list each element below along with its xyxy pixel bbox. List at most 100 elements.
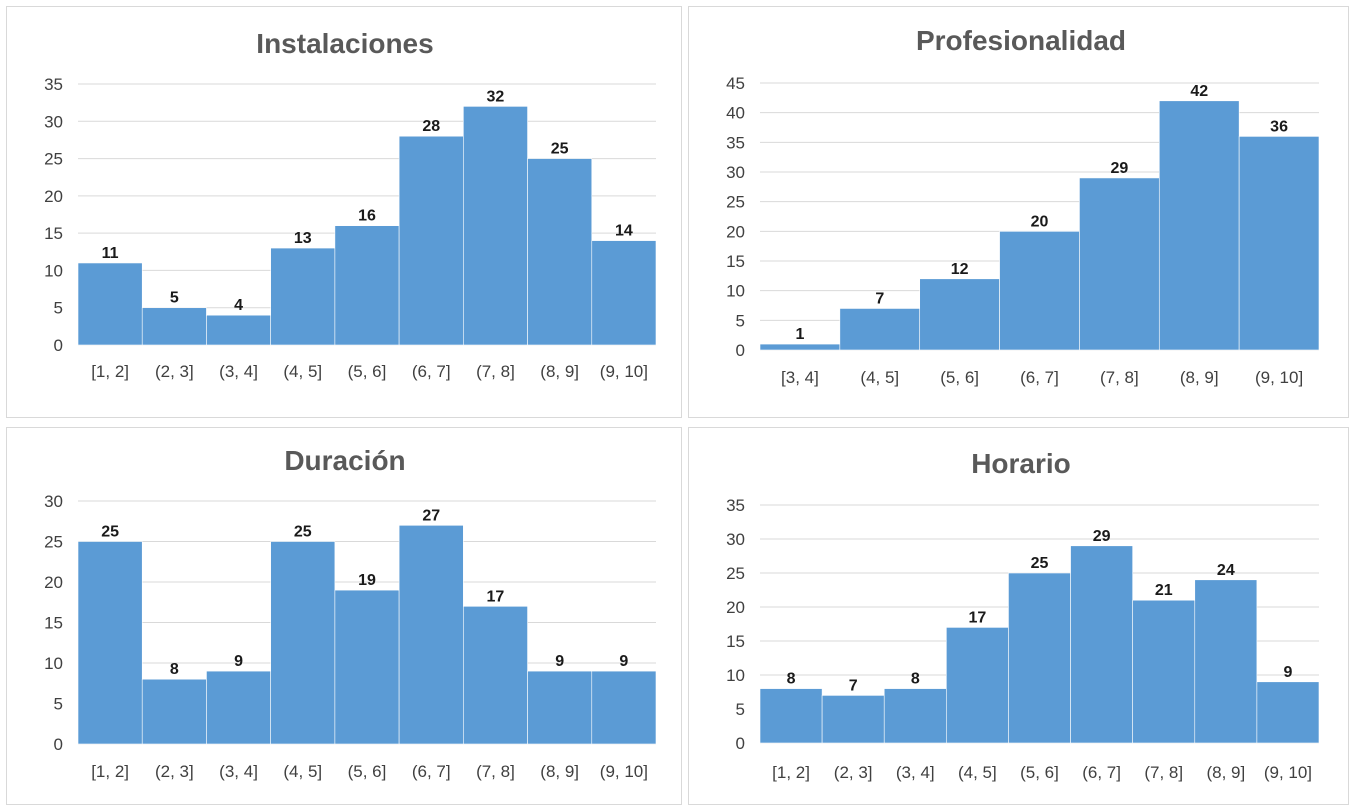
x-tick-label: (4, 5] (283, 762, 322, 781)
data-label: 29 (1110, 160, 1128, 177)
y-tick-label: 30 (726, 530, 745, 549)
y-tick-label: 35 (44, 75, 63, 94)
bar (1008, 572, 1071, 744)
bar (1079, 177, 1160, 351)
x-tick-label: (4, 5] (283, 362, 322, 381)
y-tick-label: 20 (44, 187, 63, 206)
y-tick-label: 15 (44, 614, 63, 633)
y-tick-label: 5 (736, 700, 745, 719)
bar (591, 670, 657, 745)
x-tick-label: (5, 6] (1020, 763, 1059, 782)
y-tick-label: 30 (44, 112, 63, 131)
data-label: 25 (294, 524, 312, 541)
y-tick-label: 0 (54, 735, 63, 754)
bar (206, 314, 271, 346)
data-label: 17 (968, 609, 986, 626)
data-label: 11 (102, 245, 119, 262)
bar (1158, 100, 1240, 351)
y-tick-label: 35 (726, 133, 745, 152)
data-label: 5 (170, 290, 179, 307)
chart-instalaciones: Instalaciones 0 5 10 15 20 25 30 35 11 [1, 2] 5 (2,… (44, 28, 657, 381)
chart-title: Instalaciones (256, 28, 433, 59)
y-tick-label: 20 (726, 222, 745, 241)
x-tick-label: (4, 5] (860, 368, 899, 387)
y-tick-label: 45 (726, 74, 745, 93)
x-tick-label: (3, 4] (219, 762, 258, 781)
data-label: 32 (487, 88, 505, 105)
x-tick-label: (2, 3] (155, 362, 194, 381)
x-tick-label: (3, 4] (219, 362, 258, 381)
data-label: 8 (170, 661, 179, 678)
x-tick-label: (8, 9] (1180, 368, 1219, 387)
bar (334, 225, 400, 346)
x-tick-label: [1, 2] (91, 362, 129, 381)
bar (1070, 545, 1133, 744)
bar (946, 627, 1009, 744)
bar (270, 541, 336, 745)
y-tick-label: 25 (44, 150, 63, 169)
data-label: 7 (875, 290, 884, 307)
x-tick-label: (5, 6] (348, 762, 387, 781)
data-label: 9 (619, 653, 628, 670)
data-label: 25 (101, 524, 119, 541)
y-tick-label: 15 (44, 224, 63, 243)
x-tick-label: (7, 8] (476, 362, 515, 381)
bar (270, 247, 336, 346)
chart-horario: Horario 0 5 10 15 20 25 30 35 8 [1, 2] 7 (2, 3] 8 (3,… (726, 448, 1320, 782)
data-label: 25 (551, 141, 569, 158)
y-tick-label: 20 (44, 573, 63, 592)
chart-title: Profesionalidad (916, 25, 1126, 56)
x-tick-label: (2, 3] (155, 762, 194, 781)
y-tick-label: 10 (726, 282, 745, 301)
data-label: 19 (358, 572, 376, 589)
bar (1194, 579, 1258, 744)
data-label: 14 (615, 223, 633, 240)
data-label: 17 (487, 588, 505, 605)
x-tick-label: (5, 6] (348, 362, 387, 381)
x-tick-label: (8, 9] (540, 362, 579, 381)
x-tick-label: [1, 2] (91, 762, 129, 781)
chart-panel-instalaciones: Instalaciones 0 5 10 15 20 25 30 35 11 [1, 2] 5 (2,… (6, 6, 682, 418)
x-tick-label: (7, 8] (476, 762, 515, 781)
chart-title: Horario (971, 448, 1071, 479)
y-tick-label: 20 (726, 598, 745, 617)
y-tick-label: 0 (736, 341, 745, 360)
y-tick-label: 15 (726, 632, 745, 651)
data-label: 27 (422, 507, 440, 524)
y-tick-label: 5 (736, 311, 745, 330)
bar (1256, 681, 1320, 744)
y-tick-label: 10 (726, 666, 745, 685)
chart-title: Duración (284, 445, 405, 476)
bar (1132, 599, 1196, 744)
x-tick-label: (4, 5] (958, 763, 997, 782)
chart-panel-profesionalidad: Profesionalidad 0 5 10 15 20 25 30 35 40 45 1 [3, 4… (688, 6, 1349, 418)
y-tick-label: 15 (726, 252, 745, 271)
chart-panel-horario: Horario 0 5 10 15 20 25 30 35 8 [1, 2] 7 (2, 3] 8 (3,… (688, 427, 1349, 805)
bar (141, 678, 207, 745)
data-label: 29 (1093, 528, 1111, 545)
bar (463, 606, 528, 745)
bar (839, 308, 921, 351)
bar (1238, 136, 1320, 351)
x-tick-label: (9, 10] (1264, 763, 1312, 782)
x-tick-label: (9, 10] (600, 362, 648, 381)
y-tick-label: 10 (44, 261, 63, 280)
x-tick-label: (2, 3] (834, 763, 873, 782)
bar (821, 695, 885, 744)
y-tick-label: 25 (726, 564, 745, 583)
bar (999, 231, 1080, 351)
bar (398, 525, 464, 745)
data-label: 20 (1031, 213, 1049, 230)
y-tick-label: 25 (726, 193, 745, 212)
bar (334, 589, 400, 745)
bar (141, 307, 207, 346)
y-tick-label: 40 (726, 104, 745, 123)
bar (919, 278, 1000, 351)
data-label: 8 (787, 671, 796, 688)
bar (883, 688, 947, 744)
x-tick-label: [1, 2] (772, 763, 810, 782)
bar (463, 106, 528, 346)
x-tick-label: [3, 4] (781, 368, 819, 387)
bar (206, 670, 271, 745)
x-tick-label: (7, 8] (1144, 763, 1183, 782)
